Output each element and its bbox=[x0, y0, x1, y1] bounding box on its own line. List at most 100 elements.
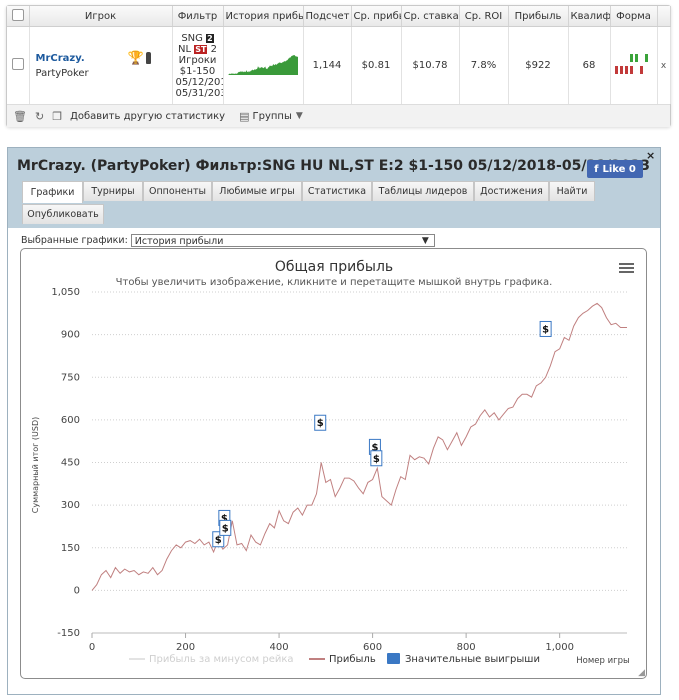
big-win-marker: $ bbox=[370, 450, 383, 467]
close-panel-button[interactable]: × bbox=[646, 149, 656, 162]
trash-icon[interactable]: 🗑 bbox=[13, 109, 27, 123]
col-filter[interactable]: Фильтр bbox=[172, 6, 224, 27]
chevron-down-icon: ▼ bbox=[421, 236, 429, 246]
qualif-value: 68 bbox=[568, 26, 611, 104]
svg-text:$: $ bbox=[222, 523, 229, 534]
tab-charts[interactable]: Графики bbox=[22, 181, 83, 203]
col-remove bbox=[657, 6, 671, 27]
sparkline-graphic bbox=[228, 55, 298, 75]
tab-favorite-games[interactable]: Любимые игры bbox=[212, 181, 302, 201]
col-form[interactable]: Форма bbox=[610, 6, 658, 27]
tab-achievements[interactable]: Достижения bbox=[474, 181, 549, 201]
groups-dropdown[interactable]: Группы bbox=[252, 110, 292, 122]
tab-leaderboards[interactable]: Таблицы лидеров bbox=[372, 181, 474, 201]
y-tick-label: -150 bbox=[57, 628, 80, 639]
stats-table-panel: Игрок Фильтр История прибыли Подсчет Ср.… bbox=[6, 5, 671, 127]
y-tick-label: 0 bbox=[74, 585, 80, 596]
x-tick-label: 600 bbox=[363, 642, 382, 653]
svg-text:$: $ bbox=[215, 535, 222, 546]
groups-icon: ▤ bbox=[239, 109, 250, 123]
chart-title: Общая прибыль bbox=[275, 259, 393, 275]
svg-text:$: $ bbox=[221, 513, 228, 524]
filter-badge-st: ST bbox=[194, 44, 208, 54]
x-tick-label: 400 bbox=[270, 642, 289, 653]
panel-title: MrCrazy. (PartyPoker) Фильтр:SNG HU NL,S… bbox=[17, 158, 650, 174]
row-checkbox[interactable] bbox=[11, 58, 24, 70]
big-win-marker: $ bbox=[212, 531, 225, 548]
facebook-like-button[interactable]: f Like 0 bbox=[587, 160, 643, 178]
y-tick-label: 150 bbox=[61, 543, 80, 554]
player-name-link[interactable]: MrCrazy. bbox=[35, 52, 85, 64]
series-profit-line bbox=[91, 302, 627, 591]
y-tick-label: 300 bbox=[61, 500, 80, 511]
col-player[interactable]: Игрок bbox=[29, 6, 173, 27]
big-win-marker: $ bbox=[539, 320, 552, 337]
panel-header: MrCrazy. (PartyPoker) Фильтр:SNG HU NL,S… bbox=[8, 148, 660, 228]
resize-handle-icon[interactable]: ◢ bbox=[638, 668, 645, 678]
x-tick-label: 0 bbox=[89, 642, 95, 653]
y-tick-label: 600 bbox=[61, 415, 80, 426]
legend-big-wins[interactable]: Значительные выигрыши bbox=[405, 654, 540, 665]
tab-statistics[interactable]: Статистика bbox=[302, 181, 372, 201]
avg-profit-value: $0.81 bbox=[351, 26, 402, 104]
col-avg-stake[interactable]: Ср. ставка bbox=[401, 6, 460, 27]
col-profit[interactable]: Прибыль bbox=[508, 6, 569, 27]
profit-value: $922 bbox=[508, 26, 569, 104]
svg-text:$: $ bbox=[542, 324, 549, 335]
chart-selector-row: Выбранные графики: История прибыли ▼ bbox=[21, 234, 435, 247]
chart-selector[interactable]: История прибыли ▼ bbox=[130, 234, 435, 247]
chart-legend: Прибыль за минусом рейка Прибыль Значите… bbox=[129, 653, 540, 665]
col-profit-history[interactable]: История прибыли bbox=[223, 6, 304, 27]
y-tick-label: 900 bbox=[61, 330, 80, 341]
stats-table: Игрок Фильтр История прибыли Подсчет Ср.… bbox=[7, 6, 671, 104]
filter-summary: SNG 2 NL ST 2 Игроки $1-150 05/12/201 05… bbox=[172, 26, 224, 104]
tab-find[interactable]: Найти bbox=[549, 181, 595, 201]
x-tick-label: 1,000 bbox=[545, 642, 574, 653]
legend-profit[interactable]: Прибыль bbox=[329, 654, 376, 665]
profit-chart-container[interactable]: Общая прибыль Чтобы увеличить изображени… bbox=[20, 248, 647, 679]
svg-text:$: $ bbox=[371, 442, 378, 453]
y-tick-label: 1,050 bbox=[51, 287, 80, 298]
svg-text:$: $ bbox=[373, 454, 380, 465]
y-axis-label: Суммарный итог (USD) bbox=[31, 417, 40, 514]
legend-swatch-big-wins bbox=[387, 653, 400, 664]
y-tick-label: 450 bbox=[61, 458, 80, 469]
remove-row-button[interactable]: x bbox=[657, 26, 671, 104]
profit-sparkline[interactable] bbox=[223, 26, 304, 104]
col-count[interactable]: Подсчет bbox=[303, 6, 352, 27]
table-row: MrCrazy. PartyPoker 🏆 SNG 2 NL ST 2 Игро… bbox=[7, 26, 671, 104]
refresh-icon[interactable]: ↻ bbox=[34, 109, 45, 123]
y-tick-label: 750 bbox=[61, 372, 80, 383]
table-toolbar: 🗑 ↻ ❐ Добавить другую статистику ▤ Групп… bbox=[7, 104, 670, 127]
form-graphic bbox=[614, 54, 648, 74]
select-all-header[interactable] bbox=[7, 6, 30, 27]
add-stat-link[interactable]: Добавить другую статистику bbox=[70, 110, 226, 122]
select-all-checkbox[interactable] bbox=[11, 8, 24, 21]
player-profile-panel: MrCrazy. (PartyPoker) Фильтр:SNG HU NL,S… bbox=[7, 147, 661, 695]
tab-tournaments[interactable]: Турниры bbox=[83, 181, 143, 201]
avg-roi-value: 7.8% bbox=[459, 26, 509, 104]
chart-subtitle: Чтобы увеличить изображение, кликните и … bbox=[116, 277, 553, 288]
trophy-icon: 🏆 bbox=[127, 51, 144, 66]
avg-stake-value: $10.78 bbox=[401, 26, 460, 104]
player-site: PartyPoker bbox=[35, 67, 89, 79]
facebook-icon: f bbox=[594, 163, 599, 175]
x-tick-label: 800 bbox=[457, 642, 476, 653]
count-value: 1,144 bbox=[303, 26, 352, 104]
col-qualif[interactable]: Квалиф bbox=[568, 6, 611, 27]
x-axis-label: Номер игры bbox=[576, 656, 629, 666]
chevron-down-icon[interactable]: ▼ bbox=[295, 111, 303, 121]
x-tick-label: 200 bbox=[176, 642, 195, 653]
legend-net-profit[interactable]: Прибыль за минусом рейка bbox=[149, 654, 294, 665]
big-win-marker: $ bbox=[219, 519, 232, 536]
form-bars bbox=[610, 26, 658, 104]
tab-opponents[interactable]: Оппоненты bbox=[143, 181, 212, 201]
col-avg-profit[interactable]: Ср. прибыль bbox=[351, 6, 402, 27]
col-avg-roi[interactable]: Ср. ROI bbox=[459, 6, 509, 27]
profit-chart[interactable]: Общая прибыль Чтобы увеличить изображени… bbox=[21, 249, 646, 678]
svg-text:$: $ bbox=[317, 418, 324, 429]
add-stat-icon: ❐ bbox=[52, 109, 63, 123]
chart-menu-icon[interactable] bbox=[619, 263, 634, 273]
bottle-icon bbox=[145, 52, 151, 64]
tab-publish[interactable]: Опубликовать bbox=[22, 204, 104, 224]
